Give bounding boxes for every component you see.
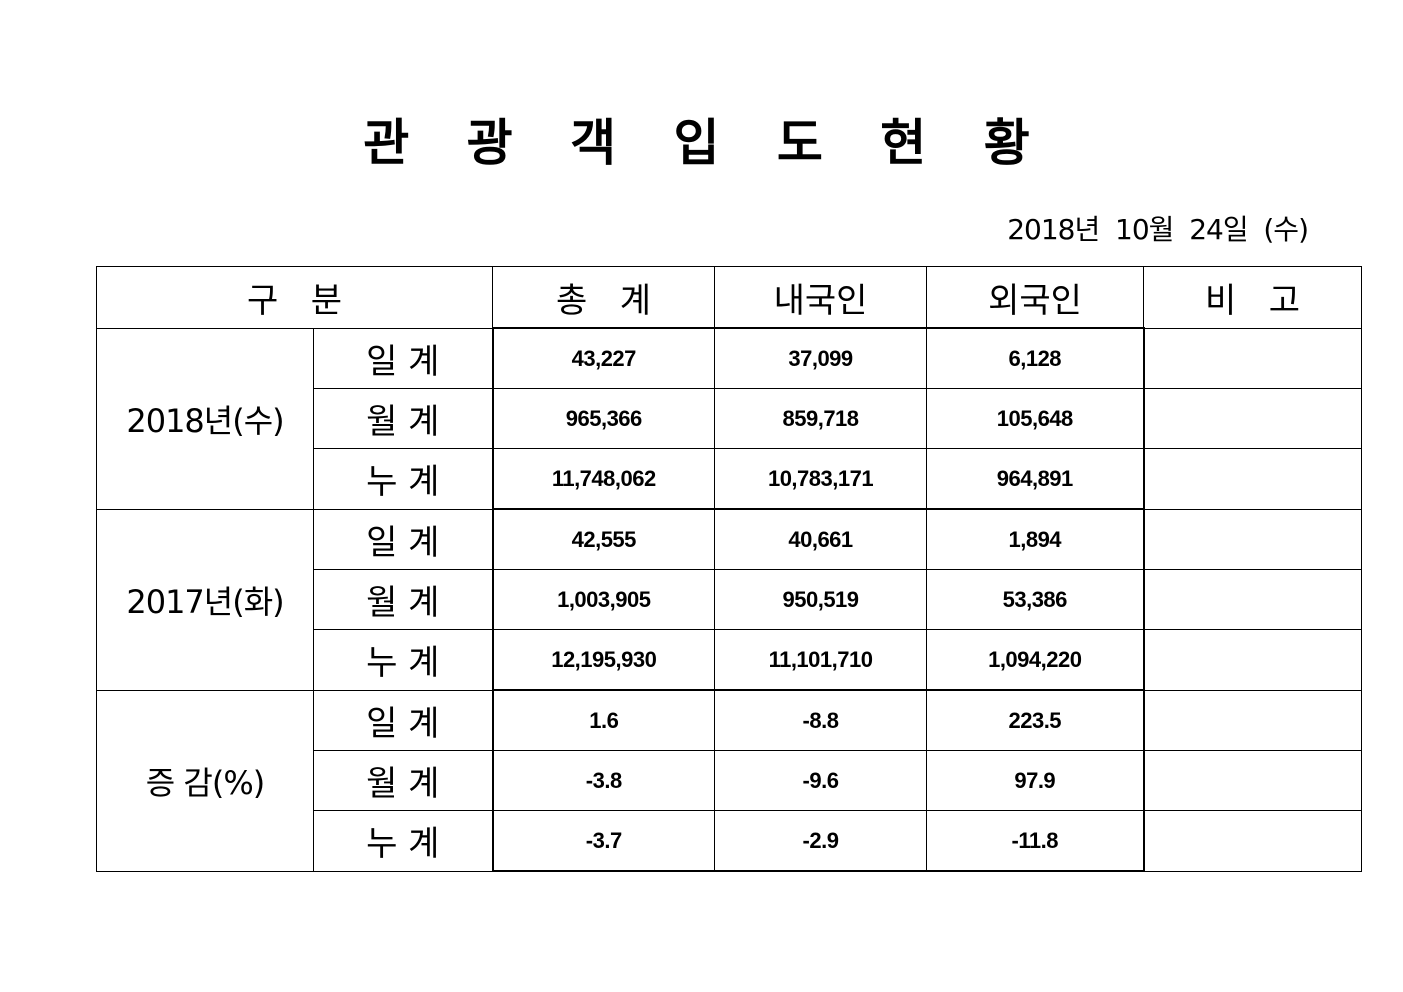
cell-note — [1143, 569, 1363, 630]
cell-domestic: 11,101,710 — [714, 629, 928, 691]
table-row: 월 계 1,003,905 950,519 53,386 — [97, 569, 1363, 630]
cell-total: -3.8 — [491, 750, 716, 811]
group-label-change: 증 감(%) — [96, 689, 314, 872]
cell-foreign: 6,128 — [926, 327, 1145, 389]
cell-total: 965,366 — [491, 388, 716, 449]
group-label-2017: 2017년(화) — [96, 508, 314, 691]
cell-total: -3.7 — [491, 810, 716, 872]
table-row: 2017년(화) 일 계 42,555 40,661 1,894 — [96, 508, 1363, 691]
row-label: 누 계 — [312, 448, 494, 510]
cell-foreign: 105,648 — [926, 388, 1145, 449]
header-category: 구 분 — [95, 266, 494, 329]
cell-foreign: 964,891 — [926, 448, 1145, 510]
row-label: 일 계 — [312, 508, 494, 570]
row-label: 누 계 — [312, 629, 494, 691]
cell-note — [1143, 388, 1363, 449]
report-date: 2018년 10월 24일 (수) — [1007, 213, 1309, 246]
table-row: 월 계 -3.8 -9.6 97.9 — [97, 750, 1363, 811]
cell-note — [1143, 689, 1363, 751]
cell-domestic: 10,783,171 — [714, 448, 928, 510]
cell-domestic: -9.6 — [714, 750, 928, 811]
cell-note — [1143, 508, 1363, 570]
row-label: 일 계 — [312, 327, 494, 389]
cell-note — [1143, 448, 1363, 510]
cell-domestic: 950,519 — [714, 569, 928, 630]
cell-note — [1143, 629, 1363, 691]
cell-domestic: 40,661 — [714, 508, 928, 570]
cell-total: 1.6 — [491, 689, 716, 751]
row-label: 누 계 — [312, 810, 494, 872]
cell-foreign: 1,894 — [926, 508, 1145, 570]
cell-note — [1143, 327, 1363, 389]
header-note: 비 고 — [1143, 266, 1363, 329]
header-foreign: 외국인 — [926, 266, 1145, 329]
table-row: 누 계 12,195,930 11,101,710 1,094,220 — [97, 629, 1363, 691]
tourist-arrivals-table: 구 분 총 계 내국인 외국인 비 고 2018년(수) 일 계 43,227 … — [95, 266, 1363, 872]
header-total: 총 계 — [492, 266, 716, 329]
cell-foreign: -11.8 — [926, 810, 1145, 872]
header-domestic: 내국인 — [714, 266, 928, 329]
cell-note — [1143, 750, 1363, 811]
page-title: 관 광 객 입 도 현 황 — [363, 114, 1050, 172]
table-row: 증 감(%) 일 계 1.6 -8.8 223.5 — [96, 689, 1363, 872]
cell-total: 12,195,930 — [491, 629, 716, 691]
cell-total: 42,555 — [491, 508, 716, 570]
cell-domestic: -8.8 — [714, 689, 928, 751]
row-label: 월 계 — [312, 750, 494, 811]
table-row: 누 계 -3.7 -2.9 -11.8 — [97, 810, 1363, 872]
cell-note — [1143, 810, 1363, 872]
table-row: 누 계 11,748,062 10,783,171 964,891 — [97, 448, 1363, 510]
cell-foreign: 53,386 — [926, 569, 1145, 630]
cell-domestic: -2.9 — [714, 810, 928, 872]
group-label-2018: 2018년(수) — [96, 327, 314, 510]
row-label: 일 계 — [312, 689, 494, 751]
row-label: 월 계 — [312, 388, 494, 449]
cell-foreign: 223.5 — [926, 689, 1145, 751]
cell-domestic: 859,718 — [714, 388, 928, 449]
header-row: 구 분 총 계 내국인 외국인 비 고 — [95, 266, 1363, 329]
cell-total: 1,003,905 — [491, 569, 716, 630]
row-label: 월 계 — [312, 569, 494, 630]
cell-foreign: 1,094,220 — [926, 629, 1145, 691]
cell-foreign: 97.9 — [926, 750, 1145, 811]
cell-domestic: 37,099 — [714, 327, 928, 389]
cell-total: 43,227 — [491, 327, 716, 389]
table-row: 월 계 965,366 859,718 105,648 — [97, 388, 1363, 449]
cell-total: 11,748,062 — [491, 448, 716, 510]
table-row: 2018년(수) 일 계 43,227 37,099 6,128 — [96, 327, 1363, 510]
